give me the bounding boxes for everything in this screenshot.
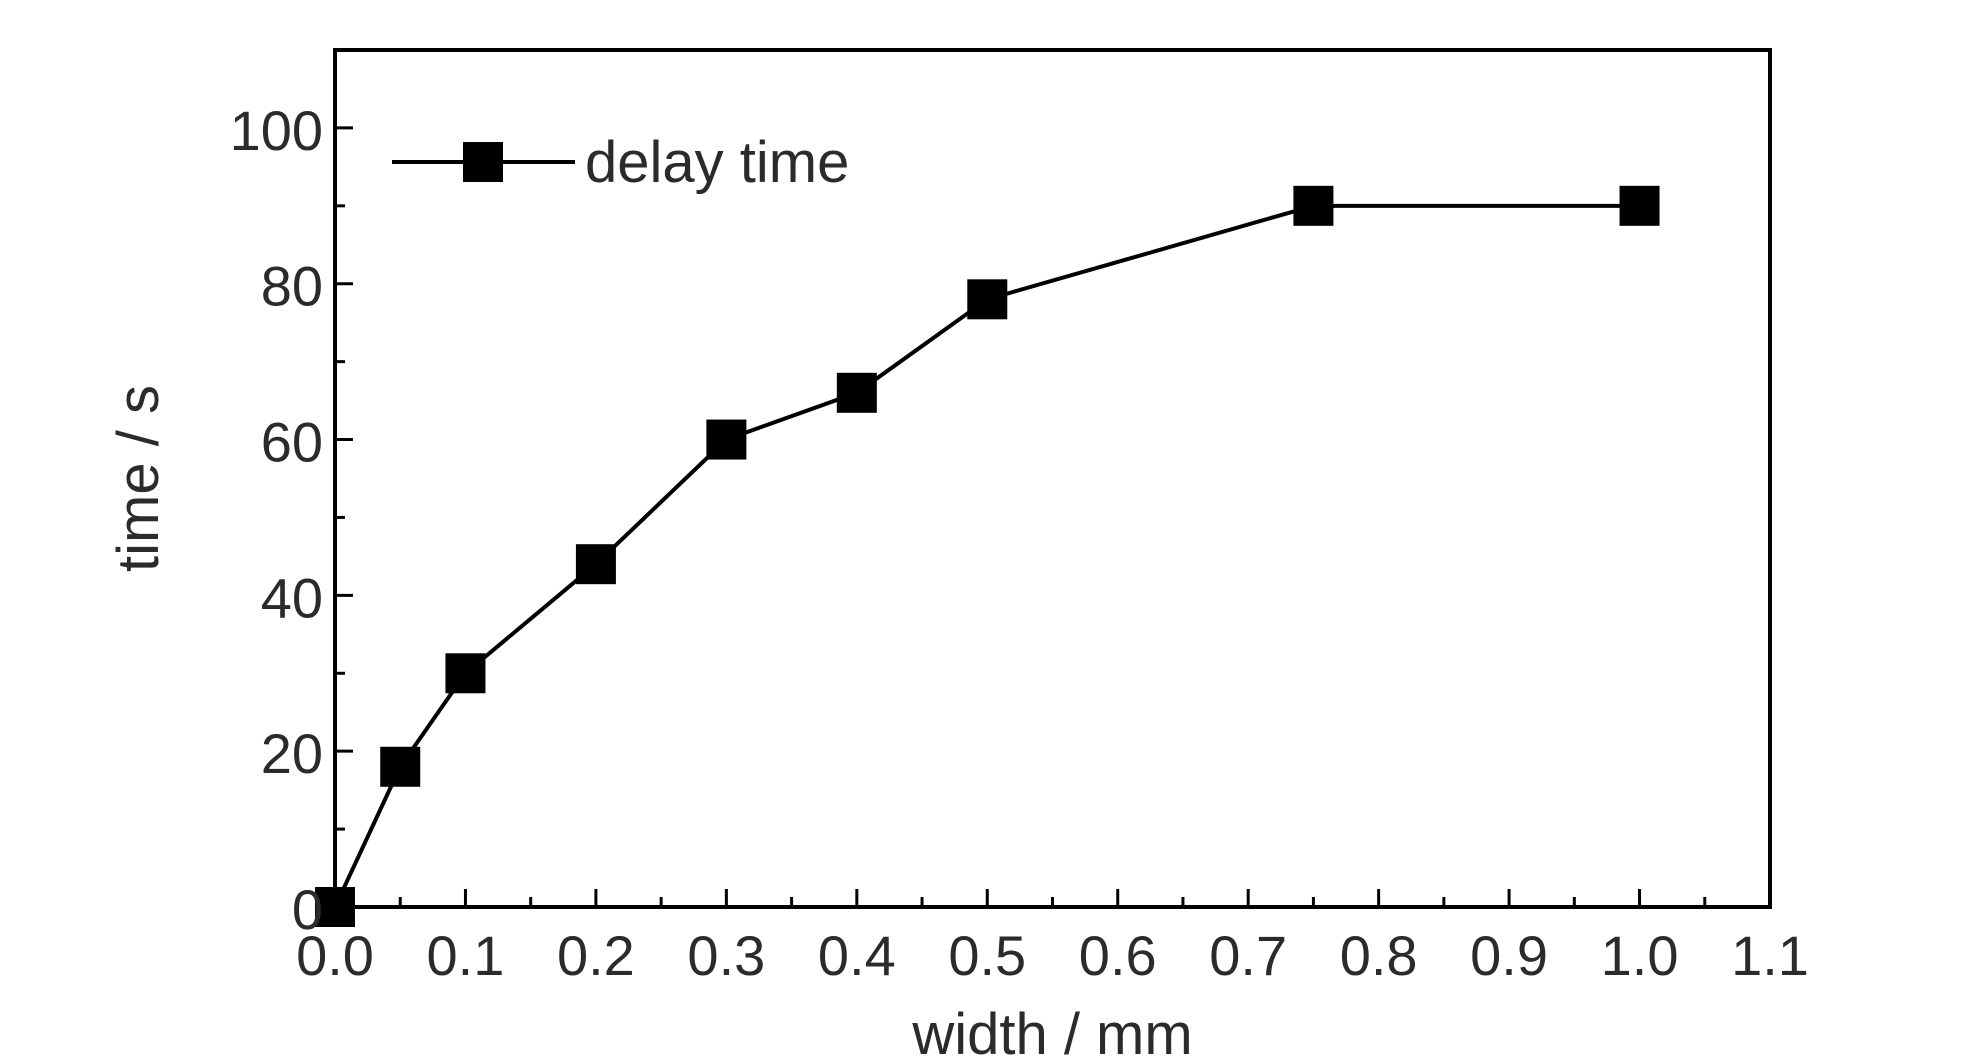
x-tick-label: 0.4 <box>818 924 896 987</box>
y-tick-label: 40 <box>261 566 323 629</box>
y-tick-label: 60 <box>261 411 323 474</box>
series-layer <box>315 185 1660 927</box>
x-tick-label: 0.6 <box>1079 924 1157 987</box>
data-point <box>1619 185 1660 226</box>
ticks-layer <box>333 48 1772 909</box>
x-tick-label: 0.2 <box>557 924 635 987</box>
y-tick-label: 0 <box>292 878 323 941</box>
x-tick-label: 0.8 <box>1340 924 1418 987</box>
x-axis-label: width / mm <box>911 1002 1192 1063</box>
y-tick-label: 80 <box>261 255 323 318</box>
x-tick-label: 1.0 <box>1601 924 1679 987</box>
y-axis-label: time / s <box>106 385 171 572</box>
labels-layer: 0.0 0.1 0.2 0.3 0.4 0.5 0.6 0.7 0.8 0.9 1.0 1.1 0 20 4… <box>230 99 1809 987</box>
legend-label: delay time <box>585 130 849 195</box>
x-tick-label: 1.1 <box>1731 924 1809 987</box>
legend: delay time <box>392 130 849 195</box>
plot-frame <box>333 48 1772 909</box>
data-point <box>706 419 747 460</box>
data-point <box>445 653 486 694</box>
y-tick-label: 100 <box>230 99 323 162</box>
x-tick-label: 0.5 <box>948 924 1026 987</box>
data-point <box>380 746 421 787</box>
x-tick-label: 0.1 <box>427 924 505 987</box>
data-point <box>967 279 1008 320</box>
y-tick-label: 20 <box>261 722 323 785</box>
x-tick-label: 0.7 <box>1209 924 1287 987</box>
legend-marker <box>463 142 503 182</box>
x-tick-label: 0.3 <box>687 924 765 987</box>
x-tick-label: 0.0 <box>296 924 374 987</box>
data-point <box>836 372 877 413</box>
data-point <box>575 544 616 585</box>
x-tick-label: 0.9 <box>1470 924 1548 987</box>
data-point <box>1293 185 1334 226</box>
